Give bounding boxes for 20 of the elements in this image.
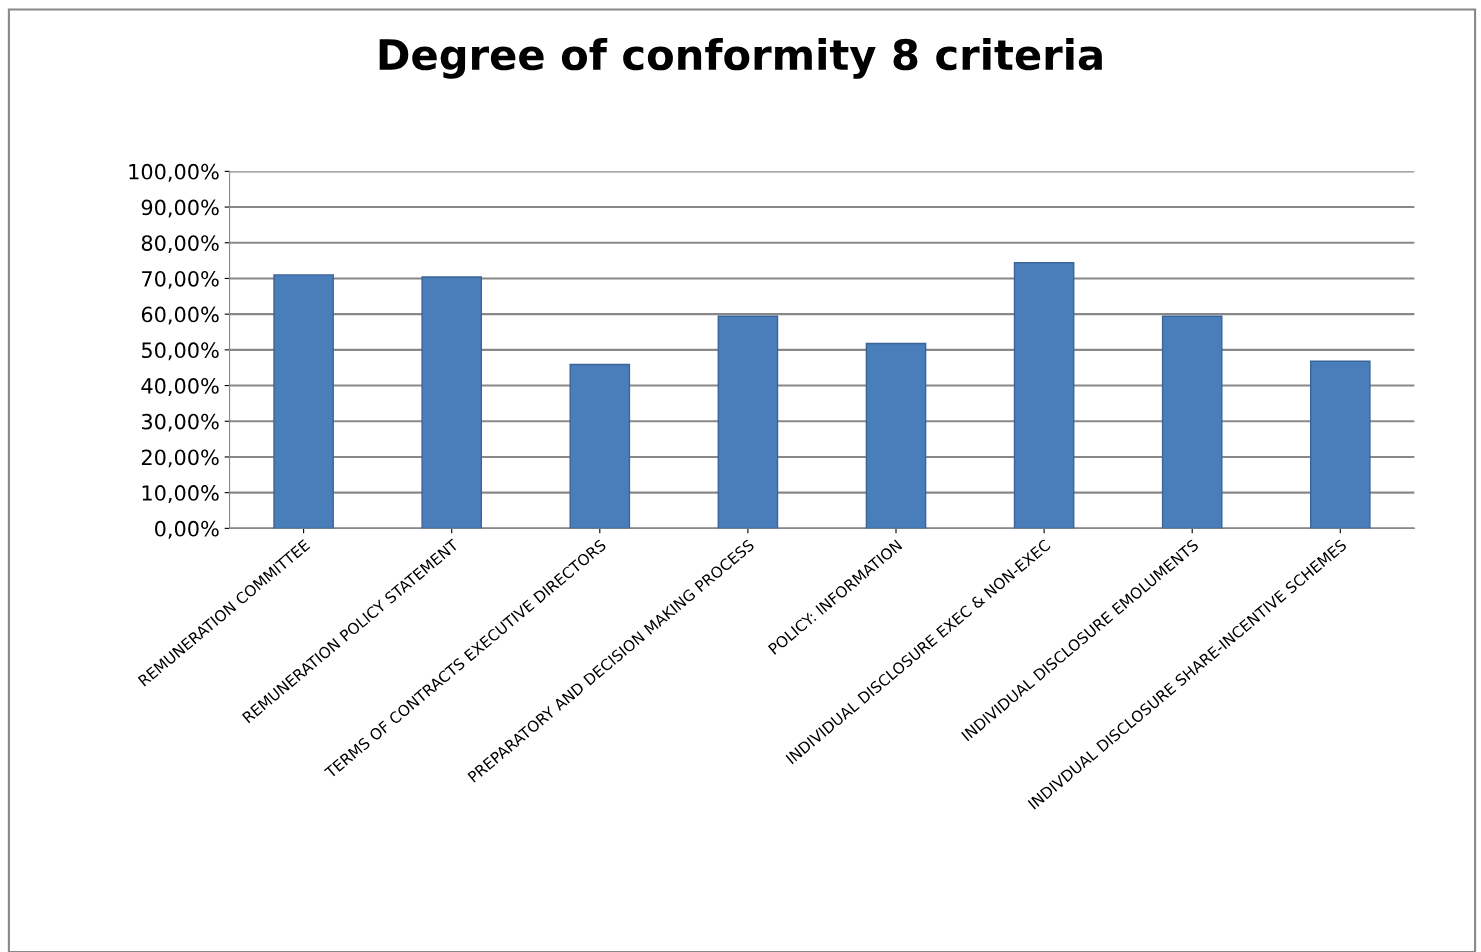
- bar: [1161, 315, 1223, 529]
- y-tick-label: 60,00%: [141, 306, 219, 325]
- y-tick-label: 50,00%: [142, 342, 219, 361]
- bar: [717, 315, 779, 529]
- y-tick-label: 0,00%: [155, 520, 219, 539]
- bar: [1309, 360, 1371, 529]
- y-tick-label: 100,00%: [129, 163, 219, 182]
- bar: [1013, 262, 1075, 529]
- bar: [569, 363, 631, 529]
- bar: [865, 342, 927, 529]
- y-tick-label: 80,00%: [141, 235, 219, 254]
- bar: [421, 276, 483, 529]
- y-tick-label: 70,00%: [142, 270, 219, 289]
- bar: [273, 274, 334, 529]
- y-tick-label: 30,00%: [141, 413, 219, 432]
- y-tick-label: 20,00%: [141, 449, 219, 468]
- y-tick-label: 40,00%: [141, 378, 219, 396]
- chart-title: Degree of conformity 8 criteria: [379, 38, 1102, 79]
- y-tick-label: 90,00%: [141, 199, 219, 218]
- y-tick-label: 10,00%: [142, 485, 219, 503]
